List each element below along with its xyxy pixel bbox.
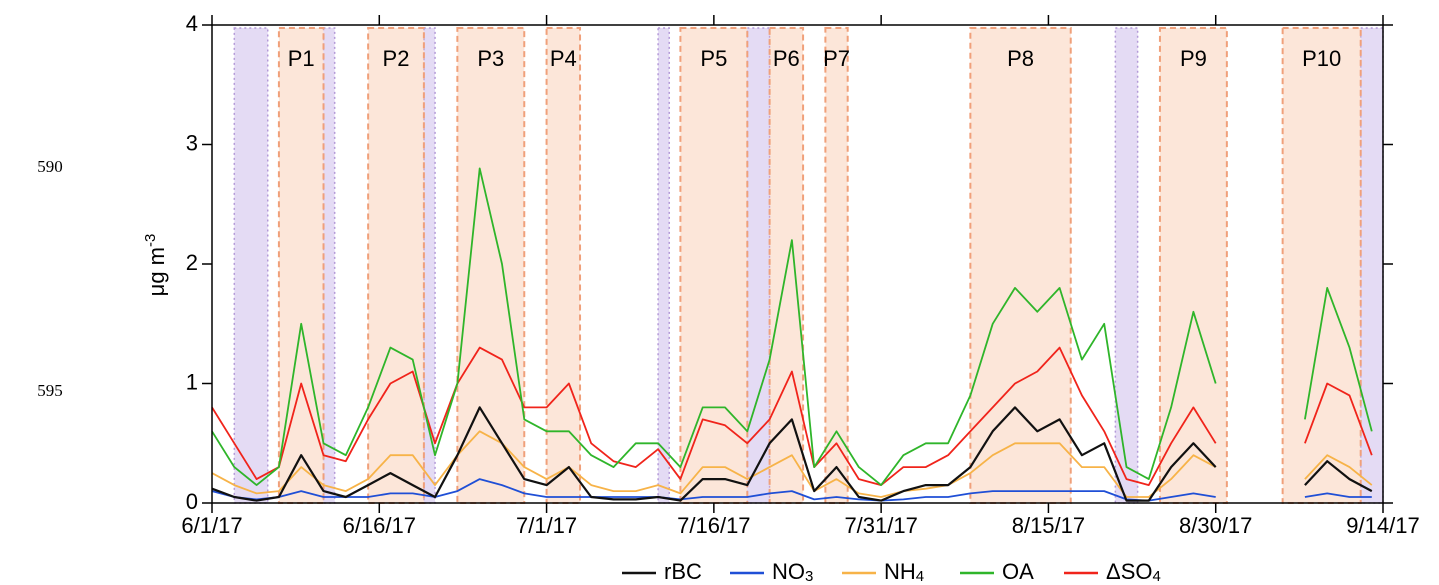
period-box xyxy=(1158,27,1228,504)
period-label: P6 xyxy=(773,46,800,71)
series-line xyxy=(211,346,1373,486)
shaded-period xyxy=(1359,27,1384,504)
y-tick-label: 3 xyxy=(186,130,198,155)
y-tick-label: 0 xyxy=(186,489,198,514)
shaded-period xyxy=(322,27,336,504)
period-box xyxy=(824,27,849,504)
legend-label: rBC xyxy=(664,559,702,584)
legend-label: OA xyxy=(1002,559,1034,584)
period-label: P9 xyxy=(1180,46,1207,71)
legend-label: NO3 xyxy=(772,559,813,585)
x-tick-label: 9/14/17 xyxy=(1346,513,1419,538)
x-tick-label: 7/31/17 xyxy=(844,513,917,538)
period-label: P5 xyxy=(700,46,727,71)
shaded-period xyxy=(746,27,771,504)
period-label: P7 xyxy=(823,46,850,71)
period-box xyxy=(679,27,749,504)
shaded-period xyxy=(1114,27,1139,504)
shaded-period xyxy=(233,27,269,504)
shaded-period xyxy=(657,27,670,504)
x-tick-label: 8/15/17 xyxy=(1012,513,1085,538)
period-label: P3 xyxy=(477,46,504,71)
line-number: 595 xyxy=(37,381,63,400)
line-number: 590 xyxy=(37,157,63,176)
x-tick-label: 7/1/17 xyxy=(516,513,577,538)
y-tick-label: 1 xyxy=(186,369,198,394)
x-tick-label: 7/16/17 xyxy=(677,513,750,538)
period-label: P8 xyxy=(1007,46,1034,71)
period-label: P10 xyxy=(1302,46,1341,71)
series-line xyxy=(211,167,1373,486)
period-box xyxy=(367,27,425,504)
period-label: P2 xyxy=(383,46,410,71)
x-tick-label: 6/1/17 xyxy=(181,513,242,538)
period-box xyxy=(969,27,1072,504)
y-tick-label: 2 xyxy=(186,250,198,275)
series-line xyxy=(211,478,1372,502)
period-label: P4 xyxy=(550,46,577,71)
period-box xyxy=(1281,27,1362,504)
y-tick-label: 4 xyxy=(186,11,198,36)
x-tick-label: 6/16/17 xyxy=(343,513,416,538)
period-label: P1 xyxy=(288,46,315,71)
legend-label: ΔSO4 xyxy=(1106,559,1161,585)
series-line xyxy=(211,430,1373,498)
y-axis-label: μg m-3 xyxy=(142,234,169,297)
x-tick-label: 8/30/17 xyxy=(1179,513,1252,538)
series-line xyxy=(211,406,1373,502)
legend-label: NH4 xyxy=(884,559,924,585)
